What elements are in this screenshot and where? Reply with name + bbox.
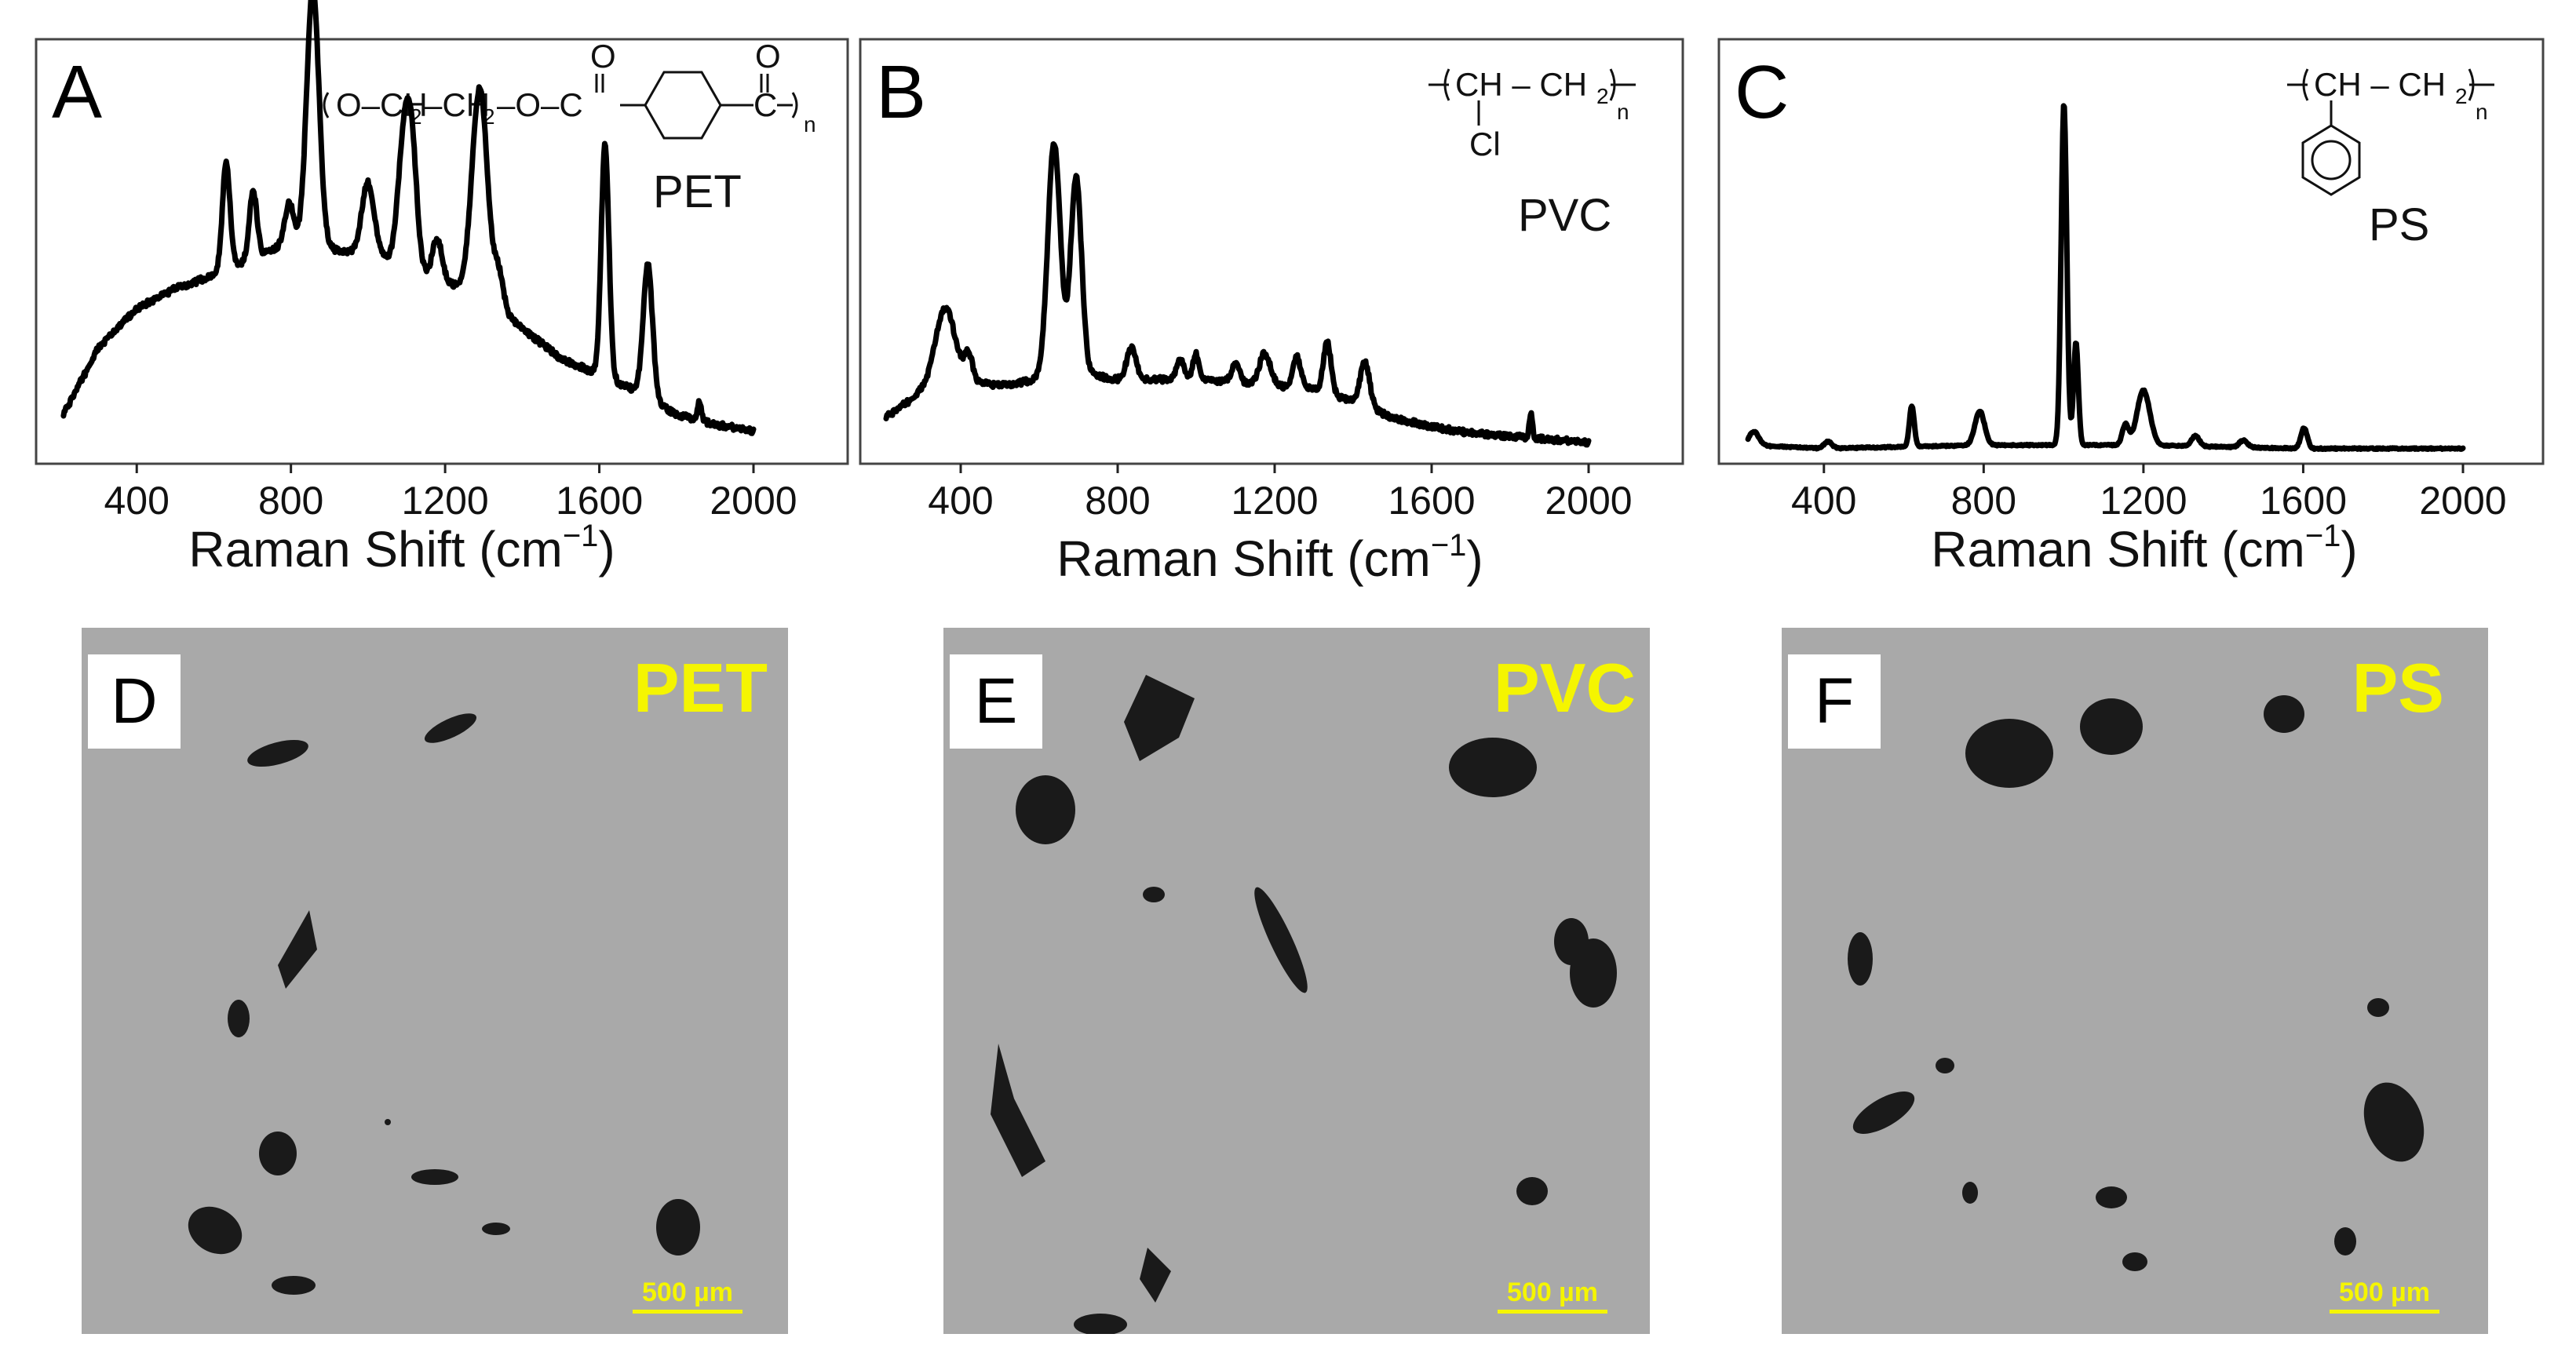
x-tick-label: 2000 xyxy=(2419,479,2506,523)
panel-b: B CH – CH 2 n Cl PVC Raman Shift (cm−1) … xyxy=(859,0,1717,596)
polymer-label: PET xyxy=(633,649,768,727)
spectrum-line xyxy=(1745,103,2466,452)
panel-letter: D xyxy=(88,654,181,749)
micrograph-pvc: E PVC 500 µm xyxy=(943,628,1650,1334)
plot-frame xyxy=(1717,38,2545,465)
x-axis-title: Raman Shift (cm−1) xyxy=(1931,519,2357,578)
svg-text:2: 2 xyxy=(1596,84,1609,108)
micrograph-ps: F PS 500 µm xyxy=(1782,628,2488,1334)
polymer-label: PS xyxy=(2352,649,2444,727)
benzene-ring-icon xyxy=(2301,124,2361,196)
polymer-name: PS xyxy=(2369,199,2429,250)
raman-chart-ps: C CH – CH 2 n PS Raman Shift (cm−1) 400 8… xyxy=(1717,38,2545,578)
particles xyxy=(188,713,700,1295)
polymer-label: PVC xyxy=(1494,649,1636,727)
x-tick-label: 400 xyxy=(1791,479,1856,523)
x-tick-label: 1600 xyxy=(2260,479,2347,523)
spectrum-line xyxy=(60,0,757,436)
x-tick-label: 800 xyxy=(1085,479,1150,523)
x-tick-label: 1200 xyxy=(401,479,488,523)
plot-frame xyxy=(859,38,1684,465)
raman-chart-pet: A O–CH 2 –CH 2 –O–C O C O n PET Raman Sh… xyxy=(35,0,849,578)
x-tick-label: 1200 xyxy=(1231,479,1318,523)
n-subscript: n xyxy=(804,112,816,137)
n-subscript: n xyxy=(2476,100,2488,124)
particles xyxy=(991,675,1617,1334)
carbonyl-o: O xyxy=(755,38,781,75)
structure-text: –O–C xyxy=(497,86,583,123)
polymer-name: PET xyxy=(653,166,742,217)
panel-letter: E xyxy=(950,654,1042,749)
x-tick-label: 400 xyxy=(104,479,170,523)
x-tick-label: 1600 xyxy=(556,479,643,523)
panel-letter: A xyxy=(52,50,102,134)
x-axis-title: Raman Shift (cm−1) xyxy=(188,519,615,578)
x-tick-label: 1200 xyxy=(2100,479,2187,523)
svg-text:C: C xyxy=(753,86,777,123)
panel-letter: F xyxy=(1788,654,1881,749)
ps-structure: CH – CH 2 n xyxy=(2287,66,2494,196)
pvc-structure: CH – CH 2 n Cl xyxy=(1428,66,1636,162)
x-tick-label: 1600 xyxy=(1388,479,1475,523)
structure-text: CH – CH xyxy=(1455,66,1587,103)
panel-letter: B xyxy=(876,50,926,134)
svg-text:2: 2 xyxy=(2455,84,2468,108)
panel-letter: C xyxy=(1735,50,1789,134)
x-tick-label: 2000 xyxy=(1545,479,1632,523)
scale-bar: 500 µm xyxy=(2330,1277,2439,1314)
micrograph-pet: D PET 500 µm xyxy=(82,628,788,1334)
scale-bar: 500 µm xyxy=(1498,1277,1607,1314)
raman-chart-pvc: B CH – CH 2 n Cl PVC Raman Shift (cm−1) … xyxy=(859,38,1684,587)
polymer-name: PVC xyxy=(1518,190,1611,241)
panel-a: A O–CH 2 –CH 2 –O–C O C O n PET Raman Sh… xyxy=(0,0,859,596)
cl-label: Cl xyxy=(1469,126,1501,162)
n-subscript: n xyxy=(1617,100,1629,124)
spectrum-line xyxy=(883,141,1592,448)
particles xyxy=(1848,695,2425,1271)
panel-c: C CH – CH 2 n PS Raman Shift (cm−1) 400 8… xyxy=(1717,0,2576,596)
x-tick-label: 400 xyxy=(928,479,993,523)
carbonyl-o: O xyxy=(590,38,616,75)
scale-bar: 500 µm xyxy=(633,1277,743,1314)
x-tick-label: 800 xyxy=(258,479,323,523)
structure-text: CH – CH xyxy=(2314,66,2446,103)
x-tick-label: 2000 xyxy=(710,479,797,523)
x-tick-label: 800 xyxy=(1951,479,2016,523)
x-axis-title: Raman Shift (cm−1) xyxy=(1056,528,1483,587)
